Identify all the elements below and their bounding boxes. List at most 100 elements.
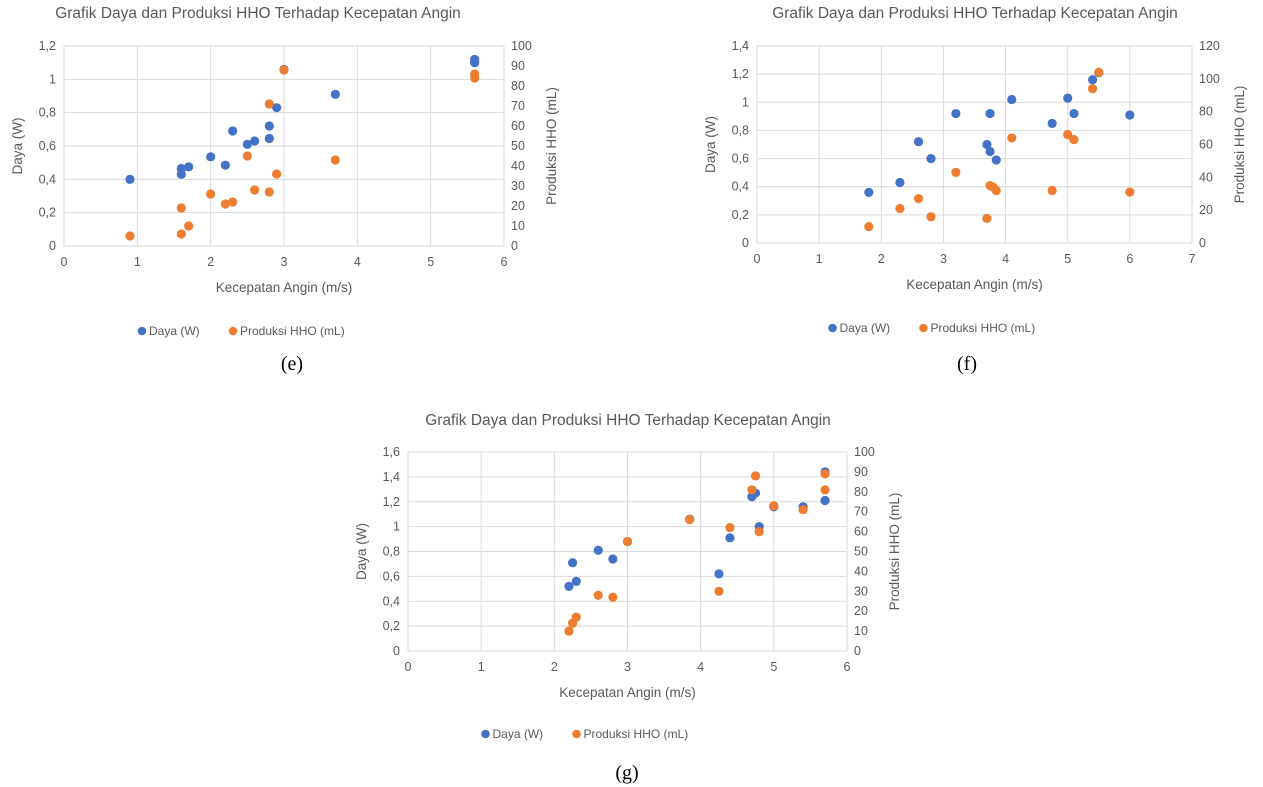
y-axis-label: Daya (W)	[354, 523, 369, 580]
chart-panel-f: Grafik Daya dan Produksi HHO Terhadap Ke…	[690, 0, 1260, 345]
y2-tick-label: 80	[511, 79, 525, 93]
x-tick-label: 3	[624, 660, 631, 674]
data-point	[564, 581, 574, 591]
legend-marker	[137, 326, 147, 336]
x-tick-label: 6	[1126, 252, 1133, 266]
legend-marker	[228, 326, 238, 336]
y-tick-label: 0,4	[39, 172, 56, 186]
x-axis-label: Kecepatan Angin (m/s)	[906, 277, 1043, 292]
data-point	[985, 146, 995, 157]
legend: Daya (W) Produksi HHO (mL)	[828, 321, 1035, 335]
data-point	[470, 54, 480, 64]
data-point	[1069, 108, 1079, 119]
data-point	[1047, 185, 1057, 196]
x-axis-label: Kecepatan Angin (m/s)	[216, 280, 353, 295]
legend-label: Daya (W)	[840, 321, 891, 335]
data-point	[1007, 133, 1017, 143]
data-point	[895, 177, 905, 188]
y2-tick-label: 0	[854, 644, 861, 658]
data-point	[608, 554, 618, 564]
data-point	[985, 108, 995, 119]
chart-panel-g: Grafik Daya dan Produksi HHO Terhadap Ke…	[345, 400, 915, 755]
data-point	[176, 229, 186, 239]
x-tick-label: 1	[478, 660, 485, 674]
y2-tick-label: 70	[854, 505, 868, 519]
data-point	[593, 590, 603, 600]
y2-tick-label: 70	[511, 99, 525, 113]
y2-tick-label: 20	[1199, 203, 1213, 217]
y-tick-label: 1	[393, 520, 400, 534]
data-point	[206, 189, 216, 199]
data-point	[622, 536, 633, 547]
y-tick-label: 0,8	[383, 545, 400, 559]
data-point	[264, 187, 274, 197]
data-point	[184, 162, 194, 172]
legend-label: Daya (W)	[493, 727, 544, 741]
data-point	[330, 89, 340, 99]
x-tick-label: 3	[281, 255, 288, 269]
series-daya	[125, 54, 480, 184]
data-point	[913, 194, 924, 204]
data-point	[1069, 134, 1079, 145]
data-point	[913, 137, 924, 147]
chart-g-svg: Grafik Daya dan Produksi HHO Terhadap Ke…	[354, 412, 902, 741]
chart-f-svg: Grafik Daya dan Produksi HHO Terhadap Ke…	[703, 5, 1247, 335]
data-point	[264, 99, 274, 109]
data-point	[895, 203, 905, 214]
y2-tick-label: 10	[511, 219, 525, 233]
y-tick-label: 0,6	[383, 569, 400, 583]
data-point	[176, 163, 186, 174]
legend-label: Produksi HHO (mL)	[584, 727, 689, 741]
x-tick-label: 6	[844, 660, 851, 674]
x-tick-label: 0	[405, 660, 412, 674]
data-point	[242, 139, 252, 149]
y-tick-label: 0,8	[39, 106, 56, 120]
y-tick-label: 0,2	[39, 206, 56, 220]
x-tick-label: 7	[1189, 252, 1196, 266]
data-point	[608, 592, 618, 602]
y2-tick-label: 120	[1199, 39, 1220, 53]
data-point	[470, 69, 480, 79]
x-tick-label: 3	[940, 252, 947, 266]
data-point	[685, 515, 695, 525]
y2-tick-label: 100	[854, 445, 875, 459]
y-tick-label: 1,2	[39, 39, 56, 53]
data-point	[769, 501, 779, 511]
data-point	[1125, 187, 1135, 197]
data-point	[593, 545, 603, 555]
y-tick-label: 1,4	[383, 470, 400, 484]
legend-label: Produksi HHO (mL)	[240, 324, 345, 338]
legend-marker	[481, 729, 490, 739]
x-tick-label: 4	[1002, 252, 1009, 266]
y-axis-label: Daya (W)	[10, 118, 25, 175]
y2-axis-label: Produksi HHO (mL)	[1232, 86, 1247, 204]
data-point	[1094, 67, 1104, 77]
data-point	[1047, 118, 1057, 128]
y2-tick-label: 80	[1199, 105, 1213, 119]
y-tick-label: 0,6	[732, 152, 749, 166]
data-point	[272, 169, 282, 179]
data-point	[864, 187, 874, 197]
x-tick-label: 1	[816, 252, 823, 266]
data-point	[272, 103, 282, 113]
data-point	[747, 485, 757, 495]
x-tick-label: 5	[1064, 252, 1071, 266]
data-point	[279, 65, 289, 75]
y-tick-label: 0,8	[732, 123, 749, 137]
data-point	[264, 121, 274, 131]
y-tick-label: 0,4	[732, 180, 749, 194]
data-point	[184, 221, 194, 231]
chart-title: Grafik Daya dan Produksi HHO Terhadap Ke…	[425, 412, 831, 429]
y-tick-label: 1	[742, 95, 749, 109]
legend: Daya (W) Produksi HHO (mL)	[137, 324, 345, 338]
x-tick-label: 0	[61, 255, 68, 269]
data-point	[714, 586, 724, 596]
legend-marker	[919, 323, 928, 333]
series-produksi-hho	[125, 65, 480, 241]
y2-tick-label: 80	[854, 485, 868, 499]
data-point	[951, 108, 961, 119]
caption-g: (g)	[615, 762, 639, 784]
caption-e: (e)	[280, 353, 304, 375]
y2-tick-label: 40	[511, 159, 525, 173]
data-point	[1087, 75, 1098, 85]
